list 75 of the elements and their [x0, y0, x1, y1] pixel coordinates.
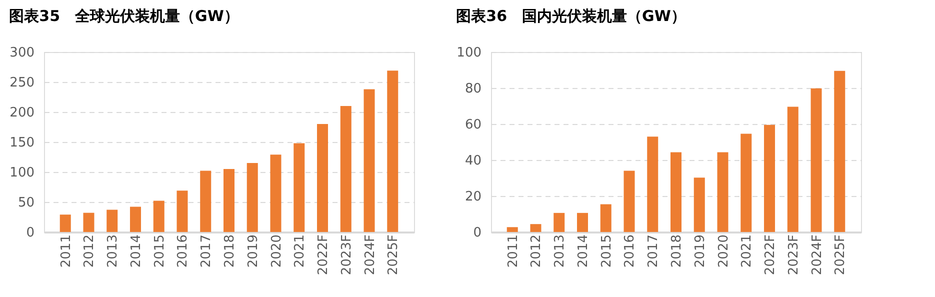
bar	[624, 170, 635, 232]
bar	[364, 89, 375, 232]
y-tick-label: 100	[10, 166, 34, 180]
x-tick-label: 2015	[599, 234, 614, 268]
y-tick-label: 80	[464, 82, 482, 96]
bar	[834, 70, 846, 232]
x-tick-label: 2017	[199, 234, 214, 268]
x-tick-label: 2023F	[339, 234, 354, 276]
x-tick-label: 2019	[246, 234, 261, 268]
bar	[176, 190, 188, 232]
bar	[153, 200, 164, 232]
x-tick-label: 2023F	[786, 234, 802, 276]
x-tick-label: 2018	[222, 234, 238, 268]
bar	[387, 70, 398, 232]
bar	[224, 169, 234, 232]
bar	[740, 134, 752, 232]
y-tick-label: 0	[26, 226, 34, 240]
bar	[340, 106, 352, 232]
bar	[60, 214, 71, 232]
x-tick-label: 2022F	[316, 234, 332, 276]
bar	[554, 212, 565, 232]
x-tick-label: 2024F	[362, 234, 378, 276]
bar	[600, 204, 612, 232]
x-tick-label: 2014	[576, 234, 591, 268]
x-tick-label: 2011	[58, 234, 74, 268]
bar	[787, 106, 798, 232]
x-tick-label: 2016	[176, 234, 191, 268]
x-tick-label: 2025F	[833, 234, 848, 276]
chart-title: 图表36 国内光伏装机量（GW）	[456, 7, 686, 25]
y-tick-label: 250	[10, 76, 34, 90]
x-tick-label: 2019	[692, 234, 708, 268]
bar	[764, 124, 776, 232]
bar	[576, 212, 588, 232]
bar	[246, 163, 258, 232]
x-tick-label: 2024F	[810, 234, 825, 276]
bar	[647, 136, 658, 232]
x-tick-label: 2021	[292, 234, 308, 268]
x-tick-label: 2013	[106, 234, 121, 268]
bar	[530, 224, 542, 232]
x-tick-label: 2025F	[386, 234, 402, 276]
chart-title: 图表35 全球光伏装机量（GW）	[9, 7, 239, 25]
y-tick-label: 40	[464, 154, 482, 168]
y-tick-label: 300	[10, 46, 34, 60]
y-tick-label: 200	[10, 106, 34, 120]
bar	[200, 170, 212, 232]
x-tick-label: 2013	[552, 234, 568, 268]
x-tick-label: 2016	[622, 234, 638, 268]
y-tick-label: 0	[473, 226, 482, 240]
x-tick-label: 2020	[716, 234, 732, 268]
x-tick-label: 2014	[128, 234, 144, 268]
bar	[506, 227, 518, 232]
y-tick-label: 20	[464, 190, 482, 204]
x-tick-label: 2018	[670, 234, 684, 268]
bar	[317, 124, 328, 232]
x-tick-label: 2021	[740, 234, 755, 268]
bar	[694, 178, 705, 232]
bar	[106, 210, 118, 232]
y-tick-label: 150	[10, 136, 34, 150]
y-tick-label: 50	[18, 196, 34, 210]
x-tick-label: 2012	[529, 234, 544, 268]
bar	[670, 152, 682, 232]
x-tick-label: 2012	[82, 234, 98, 268]
x-tick-label: 2020	[269, 234, 284, 268]
y-tick-label: 60	[464, 118, 482, 132]
x-tick-label: 2022F	[763, 234, 778, 276]
x-tick-label: 2011	[506, 234, 521, 268]
bar	[810, 88, 822, 232]
bar	[83, 212, 94, 232]
bar	[270, 154, 282, 232]
x-tick-label: 2017	[646, 234, 662, 268]
bar	[717, 152, 728, 232]
bar	[130, 206, 141, 232]
bar	[294, 143, 305, 232]
y-tick-label: 100	[456, 46, 482, 60]
x-tick-label: 2015	[152, 234, 168, 268]
